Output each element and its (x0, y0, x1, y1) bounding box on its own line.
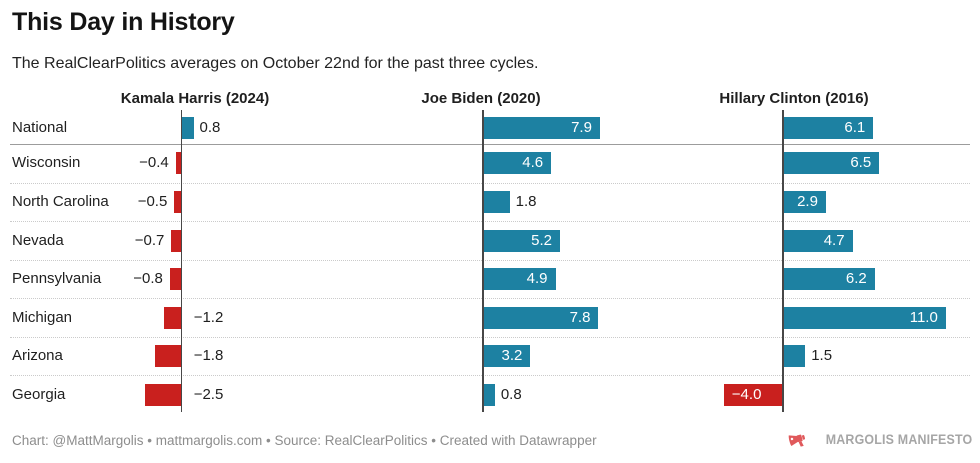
bar (181, 117, 194, 139)
bar-value-label: −2.5 (193, 385, 224, 403)
bar (783, 306, 946, 329)
bar (723, 383, 783, 406)
zero-baseline (482, 110, 484, 412)
column-header-joe-biden: Joe Biden (2020) (421, 90, 541, 107)
category-label: Nevada (12, 231, 64, 249)
bar-value-label: 4.9 (526, 270, 548, 287)
bar-value-label: 2.9 (797, 193, 818, 210)
bar-value-label: 7.8 (569, 308, 591, 326)
bar (483, 229, 560, 252)
bar (169, 268, 182, 290)
bar (175, 152, 182, 174)
bar-value-label: −1.2 (193, 308, 224, 326)
category-label: National (12, 119, 68, 136)
row-separator (10, 259, 970, 261)
bar (783, 345, 806, 367)
bar (783, 152, 880, 174)
category-label: Michigan (12, 308, 73, 326)
column-header-hillary-clinton: Hillary Clinton (2016) (719, 90, 869, 107)
bar-value-label: 6.2 (845, 270, 867, 287)
bar-value-label: 11.0 (909, 308, 938, 326)
bar-value-label: 7.9 (571, 119, 592, 136)
bar-value-label: 6.5 (850, 154, 872, 171)
chart-title: This Day in History (12, 8, 235, 36)
bar-value-label: 1.5 (811, 347, 833, 364)
bar (783, 229, 853, 252)
row-separator (10, 336, 970, 338)
bar-value-label: 5.2 (531, 231, 552, 249)
bar (483, 268, 556, 290)
bar-value-label: 0.8 (500, 385, 522, 403)
column-header-kamala-harris: Kamala Harris (2024) (120, 90, 270, 107)
bar (483, 306, 599, 329)
site-logo: MARGOLIS MANIFESTO (788, 430, 972, 449)
bar (783, 191, 826, 213)
category-label: Georgia (12, 385, 66, 403)
bar (483, 345, 531, 367)
bar (483, 191, 510, 213)
bar (163, 306, 182, 329)
bar (483, 383, 495, 406)
category-label: Pennsylvania (12, 270, 102, 287)
bar-value-label: 4.6 (522, 154, 544, 171)
row-separator (10, 298, 970, 299)
bar (144, 383, 182, 406)
bar-value-label: −4.0 (731, 385, 762, 403)
bar (783, 117, 874, 139)
category-label: Arizona (12, 347, 63, 364)
zero-baseline (782, 110, 784, 412)
bar (174, 191, 182, 213)
bar-value-label: −0.7 (134, 231, 165, 249)
bar-value-label: −0.8 (133, 270, 163, 287)
chart-byline: Chart: @MattMargolis • mattmargolis.com … (12, 433, 597, 448)
row-separator (10, 182, 970, 184)
bar-value-label: 3.2 (501, 347, 523, 364)
site-logo-text: MARGOLIS MANIFESTO (825, 432, 972, 447)
row-separator (10, 375, 970, 376)
bar-value-label: −1.8 (193, 347, 224, 364)
row-separator (10, 221, 970, 222)
bar-value-label: 1.8 (515, 193, 537, 210)
category-label: Wisconsin (12, 154, 81, 171)
bar (483, 152, 552, 174)
bar-value-label: 0.8 (199, 119, 221, 136)
bar-value-label: −0.5 (137, 193, 168, 210)
megaphone-icon (788, 434, 805, 447)
chart-subtitle: The RealClearPolitics averages on Octobe… (12, 55, 539, 72)
bar-value-label: 6.1 (844, 119, 866, 136)
bar (783, 268, 875, 290)
bar (155, 345, 182, 367)
row-separator (10, 144, 970, 145)
bar (483, 117, 600, 139)
bar-value-label: 4.7 (823, 231, 845, 249)
bar (171, 229, 182, 252)
zero-baseline (180, 110, 183, 412)
bar-value-label: −0.4 (139, 154, 169, 171)
category-label: North Carolina (12, 193, 109, 210)
